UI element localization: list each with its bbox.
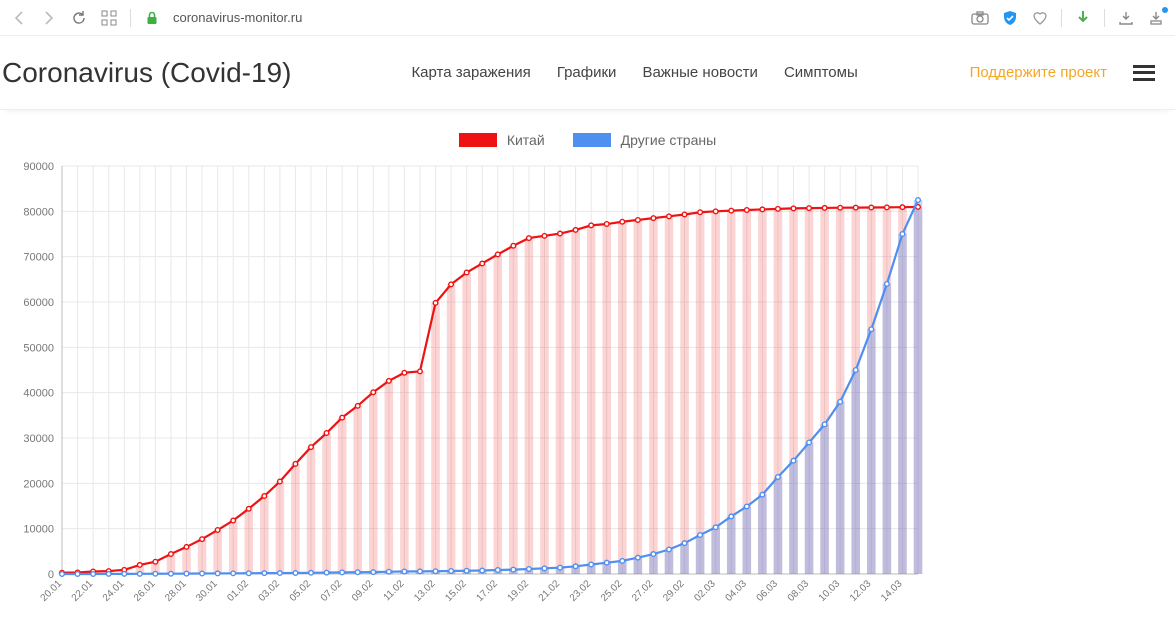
svg-text:26.01: 26.01	[132, 578, 158, 604]
site-header: Coronavirus (Covid-19) Карта заражения Г…	[0, 36, 1175, 110]
svg-text:28.01: 28.01	[163, 578, 189, 604]
svg-text:17.02: 17.02	[474, 578, 500, 604]
svg-text:04.03: 04.03	[723, 578, 749, 604]
svg-text:15.02: 15.02	[443, 578, 469, 604]
divider	[130, 9, 131, 27]
address-bar-url[interactable]: coronavirus-monitor.ru	[173, 10, 302, 25]
nav-link-charts[interactable]: Графики	[557, 64, 617, 81]
svg-text:05.02: 05.02	[288, 578, 314, 604]
forward-icon[interactable]	[40, 9, 58, 27]
apps-icon[interactable]	[100, 9, 118, 27]
extensions-icon[interactable]	[1147, 9, 1165, 27]
nav-link-map[interactable]: Карта заражения	[411, 64, 530, 81]
divider	[1104, 9, 1105, 27]
legend-label: Китай	[507, 132, 545, 148]
shield-icon[interactable]	[1001, 9, 1019, 27]
svg-text:10.03: 10.03	[817, 578, 843, 604]
svg-text:02.03: 02.03	[692, 578, 718, 604]
svg-text:50000: 50000	[23, 342, 54, 354]
lock-icon	[143, 9, 161, 27]
back-icon[interactable]	[10, 9, 28, 27]
browser-toolbar: coronavirus-monitor.ru	[0, 0, 1175, 36]
svg-text:23.02: 23.02	[568, 578, 594, 604]
svg-text:12.03: 12.03	[848, 578, 874, 604]
svg-text:40000: 40000	[23, 388, 54, 400]
site-title: Coronavirus (Covid-19)	[0, 57, 291, 89]
chart-container: 0 10000 20000 30000 40000 50000 60000 70000 8000…	[0, 158, 1175, 628]
support-project-link[interactable]: Поддержите проект	[970, 64, 1107, 81]
legend-item-china[interactable]: Китай	[459, 132, 545, 148]
cases-chart: 0 10000 20000 30000 40000 50000 60000 70000 8000…	[0, 158, 930, 628]
svg-text:11.02: 11.02	[382, 578, 407, 603]
svg-text:14.03: 14.03	[879, 578, 905, 604]
reload-icon[interactable]	[70, 9, 88, 27]
svg-text:21.02: 21.02	[537, 578, 563, 604]
legend-label: Другие страны	[621, 132, 717, 148]
svg-text:06.03: 06.03	[755, 578, 781, 604]
svg-text:19.02: 19.02	[506, 578, 532, 604]
svg-text:09.02: 09.02	[350, 578, 376, 604]
svg-text:07.02: 07.02	[319, 578, 345, 604]
svg-text:70000: 70000	[23, 252, 54, 264]
svg-text:29.02: 29.02	[661, 578, 687, 604]
svg-text:60000: 60000	[23, 297, 54, 309]
svg-text:03.02: 03.02	[257, 578, 283, 604]
svg-text:90000: 90000	[23, 161, 54, 173]
svg-text:20.01: 20.01	[39, 578, 65, 604]
menu-icon[interactable]	[1133, 65, 1155, 81]
svg-text:22.01: 22.01	[70, 578, 96, 604]
divider	[1061, 9, 1062, 27]
nav-link-symptoms[interactable]: Симптомы	[784, 64, 858, 81]
svg-text:30000: 30000	[23, 433, 54, 445]
legend-swatch	[573, 133, 611, 147]
camera-icon[interactable]	[971, 9, 989, 27]
svg-text:10000: 10000	[23, 524, 54, 536]
svg-text:08.03: 08.03	[786, 578, 812, 604]
svg-text:25.02: 25.02	[599, 578, 625, 604]
legend-item-other[interactable]: Другие страны	[573, 132, 717, 148]
svg-text:0: 0	[48, 569, 54, 581]
svg-text:13.02: 13.02	[412, 578, 438, 604]
main-nav: Карта заражения Графики Важные новости С…	[411, 64, 857, 81]
svg-text:20000: 20000	[23, 478, 54, 490]
svg-text:80000: 80000	[23, 206, 54, 218]
svg-text:27.02: 27.02	[630, 578, 656, 604]
svg-text:24.01: 24.01	[101, 578, 127, 604]
nav-link-news[interactable]: Важные новости	[642, 64, 757, 81]
chart-legend: Китай Другие страны	[0, 110, 1175, 158]
download-arrow-icon[interactable]	[1074, 9, 1092, 27]
heart-icon[interactable]	[1031, 9, 1049, 27]
svg-text:01.02: 01.02	[225, 578, 251, 604]
legend-swatch	[459, 133, 497, 147]
download-tray-icon[interactable]	[1117, 9, 1135, 27]
svg-text:30.01: 30.01	[194, 578, 220, 604]
